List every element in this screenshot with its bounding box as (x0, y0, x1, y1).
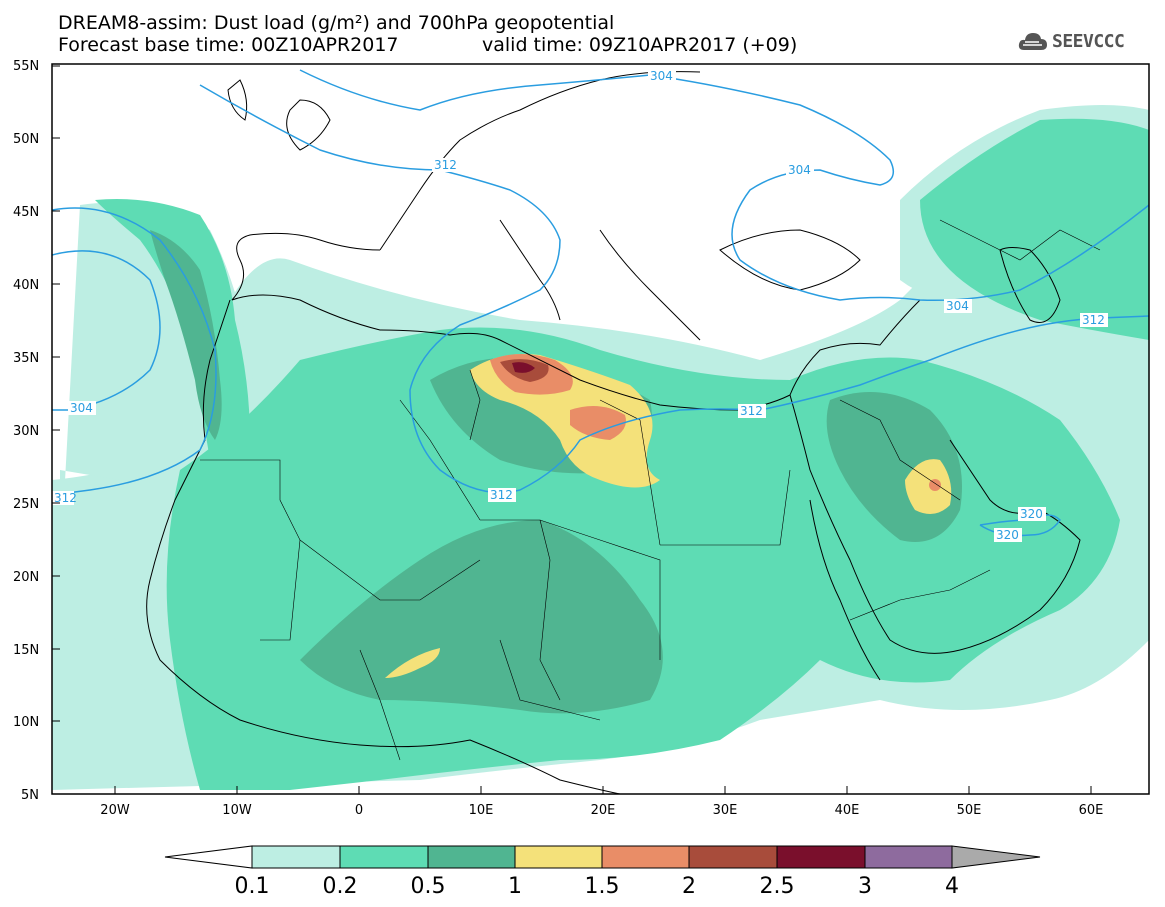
contour-label: 312 (490, 488, 513, 502)
lon-label: 60E (1079, 803, 1104, 818)
dust-layer-0-2-caspian (920, 118, 1149, 340)
colorbar-segment (339, 845, 429, 869)
colorbar-low-arrow (164, 845, 253, 869)
colorbar-segment (514, 845, 603, 869)
lon-label: 20W (100, 803, 130, 818)
colorbar-labels: 0.1 0.2 0.5 1 1.5 2 2.5 3 4 (235, 874, 960, 899)
colorbar-label: 3 (858, 874, 872, 899)
contour-label: 312 (54, 491, 77, 505)
contour-label: 312 (1082, 313, 1105, 327)
lat-label: 25N (13, 497, 39, 512)
colorbar-high-arrow (951, 845, 1041, 869)
lon-label: 50E (957, 803, 982, 818)
cloud-icon (1018, 33, 1047, 50)
lat-label: 30N (13, 424, 39, 439)
colorbar (164, 845, 1041, 869)
colorbar-label: 0.5 (411, 874, 446, 899)
colorbar-segment (601, 845, 690, 869)
map-title: DREAM8-assim: Dust load (g/m²) and 700hP… (58, 12, 615, 34)
lon-label: 40E (835, 803, 860, 818)
lat-label: 15N (13, 643, 39, 658)
contour-label: 320 (996, 528, 1019, 542)
contour-label: 304 (70, 401, 93, 415)
dust-layer-1-arabia (905, 459, 952, 514)
contour-label: 312 (740, 404, 763, 418)
lon-label: 10E (469, 803, 494, 818)
dust-layer-0-5-iberia (150, 230, 222, 440)
colorbar-segment (251, 845, 341, 869)
lon-label: 0 (355, 803, 363, 818)
contour-labels: 304 312 304 312 304 312 312 304 312 320 … (52, 69, 1108, 542)
lon-label: 10W (222, 803, 252, 818)
colorbar-label: 1 (508, 874, 522, 899)
contour-label: 320 (1020, 507, 1043, 521)
contour-label: 304 (946, 299, 969, 313)
lat-label: 5N (21, 788, 39, 803)
contour-label: 304 (788, 163, 811, 177)
colorbar-segment (427, 845, 516, 869)
lat-label: 50N (13, 132, 39, 147)
lat-label: 45N (13, 205, 39, 220)
seevccc-logo: SEEVCCC (1018, 28, 1125, 54)
contour-label: 304 (650, 69, 673, 83)
axis-ticks (52, 65, 1092, 794)
lat-label: 40N (13, 278, 39, 293)
longitude-labels: 20W 10W 0 10E 20E 30E 40E 50E 60E (100, 803, 1103, 818)
lat-label: 10N (13, 715, 39, 730)
colorbar-label: 1.5 (585, 874, 620, 899)
dust-load-field (52, 105, 1149, 790)
colorbar-segment (688, 845, 778, 869)
colorbar-label: 2.5 (760, 874, 795, 899)
lon-label: 20E (591, 803, 616, 818)
logo-text: SEEVCCC (1052, 30, 1125, 52)
lat-label: 35N (13, 351, 39, 366)
lon-label: 30E (713, 803, 738, 818)
contour-label: 312 (434, 158, 457, 172)
colorbar-label: 0.2 (323, 874, 358, 899)
colorbar-label: 0.1 (235, 874, 270, 899)
colorbar-label: 4 (945, 874, 959, 899)
colorbar-segment (864, 845, 953, 869)
forecast-base-time: Forecast base time: 00Z10APR2017 (58, 34, 399, 56)
dust-layer-1-chad (385, 648, 440, 678)
colorbar-segment (776, 845, 866, 869)
latitude-labels: 55N 50N 45N 40N 35N 30N 25N 20N 15N 10N … (13, 59, 39, 803)
country-borders (200, 219, 1101, 761)
dust-layer-1-5-b (570, 406, 626, 440)
colorbar-label: 2 (682, 874, 696, 899)
map-frame (51, 63, 1150, 795)
geopotential-contours (52, 69, 1149, 537)
lat-label: 20N (13, 570, 39, 585)
dust-layer-2-5 (512, 362, 535, 373)
lat-label: 55N (13, 59, 39, 74)
valid-time: valid time: 09Z10APR2017 (+09) (482, 34, 798, 56)
dust-layer-0-5 (300, 520, 663, 714)
dust-max-arabia (929, 479, 941, 491)
